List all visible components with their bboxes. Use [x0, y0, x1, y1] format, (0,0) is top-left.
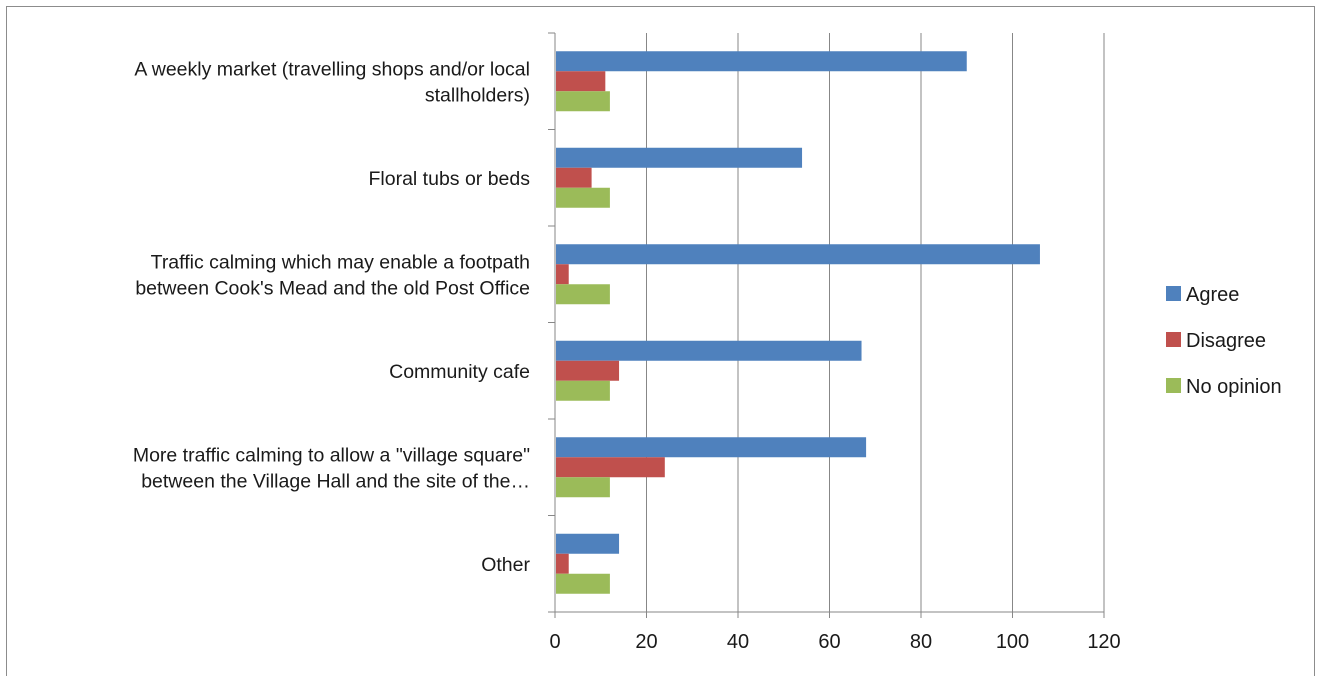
category-label: Community cafe	[389, 361, 530, 383]
bar-no-opinion	[556, 91, 610, 112]
bar-disagree	[556, 264, 569, 285]
legend-swatch	[1166, 378, 1181, 393]
x-tick-label: 40	[727, 631, 749, 653]
bar-no-opinion	[556, 477, 610, 498]
bar-agree	[556, 533, 620, 554]
x-tick-label: 100	[996, 631, 1029, 653]
x-tick-label: 80	[910, 631, 932, 653]
bar-agree	[556, 437, 867, 458]
bar-agree	[556, 244, 1040, 265]
bar-agree	[556, 340, 862, 361]
bar-agree	[556, 51, 967, 72]
legend-label: Disagree	[1186, 330, 1266, 352]
category-label: stallholders)	[425, 84, 530, 106]
category-label: Floral tubs or beds	[369, 168, 531, 190]
bar-disagree	[556, 71, 606, 92]
gridlines	[646, 33, 1105, 612]
category-label: between Cook's Mead and the old Post Off…	[135, 277, 530, 299]
category-labels: A weekly market (travelling shops and/or…	[133, 58, 531, 576]
x-tick-label: 120	[1087, 631, 1120, 653]
legend-swatch	[1166, 332, 1181, 347]
bar-disagree	[556, 360, 620, 381]
bar-no-opinion	[556, 380, 610, 401]
category-label: More traffic calming to allow a "village…	[133, 444, 530, 466]
x-tick-label: 0	[549, 631, 560, 653]
category-label: Traffic calming which may enable a footp…	[151, 251, 530, 273]
x-tick-label: 20	[635, 631, 657, 653]
legend-swatch	[1166, 286, 1181, 301]
category-label: between the Village Hall and the site of…	[141, 470, 530, 492]
bar-no-opinion	[556, 187, 610, 208]
legend: Agree Disagree No opinion	[1166, 284, 1282, 398]
bar-agree	[556, 147, 803, 168]
bars	[556, 51, 1040, 594]
bar-no-opinion	[556, 573, 610, 594]
category-label: Other	[481, 554, 530, 576]
legend-label: No opinion	[1186, 376, 1282, 398]
x-tick-label: 60	[818, 631, 840, 653]
category-label: A weekly market (travelling shops and/or…	[134, 58, 530, 80]
bar-disagree	[556, 167, 592, 188]
bar-disagree	[556, 457, 665, 478]
axes	[548, 32, 1105, 618]
x-tick-labels: 0 20 40 60 80 100 120	[549, 631, 1120, 653]
legend-label: Agree	[1186, 284, 1239, 306]
bar-disagree	[556, 553, 569, 574]
bar-no-opinion	[556, 284, 610, 305]
